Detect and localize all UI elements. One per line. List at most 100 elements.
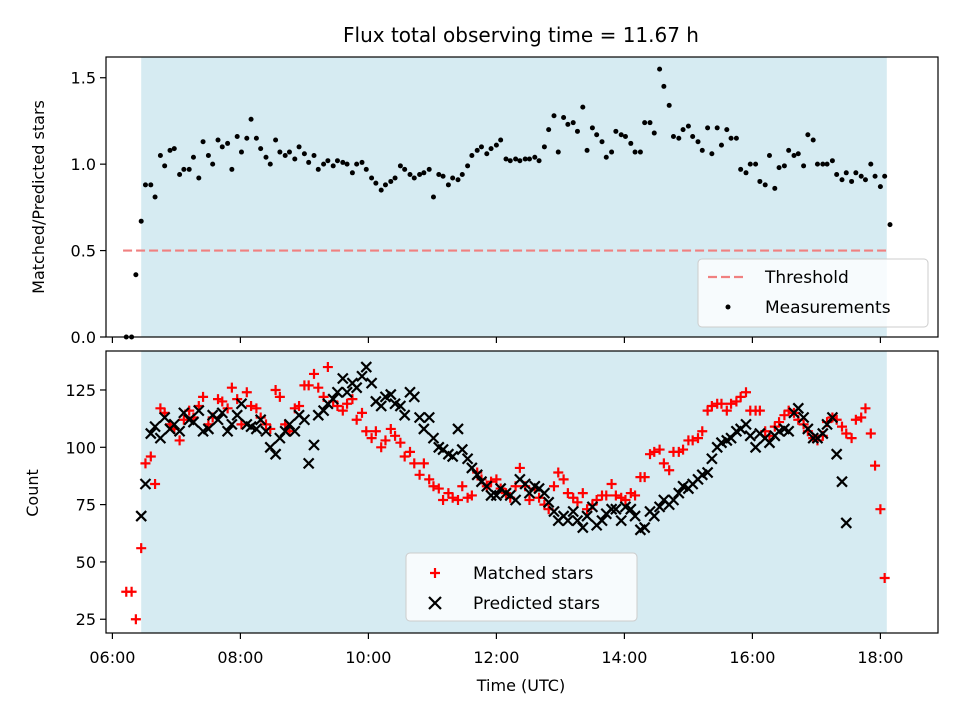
- matched-star-point: [246, 401, 257, 412]
- measurement-point: [440, 173, 446, 179]
- predicted-star-point: [542, 496, 555, 509]
- measurement-point: [210, 161, 216, 167]
- measurement-point: [853, 170, 859, 176]
- matched-star-point: [601, 490, 612, 501]
- measurement-point: [349, 170, 355, 176]
- bottom-xlabel: Time (UTC): [476, 676, 565, 695]
- measurement-point: [642, 120, 648, 126]
- predicted-star-point: [427, 432, 440, 444]
- measurement-point: [546, 127, 552, 133]
- measurement-point: [599, 139, 605, 145]
- predicted-star-point: [317, 404, 330, 417]
- legend-box: [697, 258, 929, 328]
- measurement-point: [215, 137, 221, 143]
- matched-star-point: [294, 401, 305, 412]
- measurement-point: [248, 116, 254, 122]
- measurement-point: [152, 194, 158, 200]
- x-tick-label: 14:00: [601, 648, 647, 667]
- measurement-point: [484, 151, 490, 157]
- predicted-star-point: [744, 430, 757, 442]
- measurement-point: [584, 147, 590, 153]
- measurement-point: [397, 163, 403, 169]
- matched-star-point: [241, 387, 252, 398]
- predicted-star-point: [706, 452, 718, 465]
- measurement-point: [513, 156, 519, 162]
- measurement-point: [714, 125, 720, 131]
- predicted-star-point: [792, 402, 805, 415]
- measurement-point: [680, 127, 686, 133]
- measurement-point: [690, 134, 696, 140]
- measurement-point: [498, 137, 504, 143]
- matched-star-point: [178, 414, 189, 425]
- predicted-star-point: [826, 411, 839, 424]
- measurement-point: [709, 151, 715, 157]
- legend-matched-swatch: [430, 568, 440, 578]
- measurement-point: [167, 147, 173, 153]
- y-tick-label: 75: [76, 496, 96, 515]
- matched-star-point: [850, 414, 861, 425]
- measurement-point: [157, 153, 163, 159]
- measurement-point: [229, 166, 235, 172]
- matched-star-point: [654, 444, 665, 455]
- measurement-point: [810, 137, 816, 143]
- predicted-star-point: [509, 494, 522, 506]
- measurement-point: [733, 135, 739, 141]
- measurement-point: [801, 163, 807, 169]
- predicted-star-point: [701, 466, 714, 479]
- matched-star-point: [303, 380, 314, 391]
- predicted-star-point: [279, 425, 291, 438]
- measurement-point: [301, 151, 307, 157]
- measurement-point: [517, 158, 523, 164]
- matched-star-point: [865, 428, 876, 439]
- matched-star-point: [572, 497, 583, 508]
- measurement-point: [177, 172, 183, 178]
- predicted-star-point: [327, 393, 339, 405]
- measurement-point: [263, 154, 269, 160]
- measurement-point: [657, 66, 663, 72]
- predicted-star-point: [586, 501, 599, 513]
- matched-star-point: [370, 426, 381, 437]
- measurement-point: [378, 187, 384, 193]
- matched-star-point: [697, 426, 708, 437]
- predicted-star-point: [625, 503, 637, 515]
- matched-star-point: [549, 481, 559, 492]
- measurement-point: [753, 161, 759, 167]
- measurement-point: [258, 146, 264, 152]
- legend-bottom: Matched stars Predicted stars: [405, 552, 638, 622]
- predicted-star-point: [418, 423, 430, 435]
- predicted-star-point: [337, 372, 349, 385]
- matched-star-point: [395, 437, 406, 448]
- measurement-point: [699, 147, 705, 153]
- predicted-star-point: [269, 448, 282, 460]
- bottom-ylabel: Count: [23, 469, 42, 517]
- measurement-point: [234, 134, 240, 140]
- matched-star-point: [639, 472, 650, 483]
- y-tick-label: 100: [65, 438, 96, 457]
- matched-star-point: [217, 396, 228, 407]
- measurement-point: [882, 173, 888, 179]
- measurement-point: [594, 132, 600, 138]
- measurement-point: [705, 125, 711, 131]
- matched-star-point: [174, 435, 185, 446]
- predicted-star-point: [216, 407, 229, 419]
- measurement-point: [622, 134, 628, 140]
- measurement-point: [325, 158, 331, 164]
- predicted-star-point: [802, 423, 814, 435]
- measurement-point: [877, 184, 883, 190]
- matched-star-point: [136, 543, 147, 554]
- measurement-point: [181, 166, 187, 172]
- measurement-point: [849, 178, 855, 184]
- measurement-point: [411, 175, 417, 181]
- predicted-star-point: [375, 400, 387, 412]
- measurement-point: [589, 125, 595, 131]
- matched-star-point: [385, 423, 396, 434]
- measurement-point: [526, 156, 532, 162]
- matched-star-point: [313, 382, 324, 393]
- measurement-point: [670, 134, 676, 140]
- predicted-star-point: [519, 478, 531, 490]
- matched-star-point: [606, 478, 617, 489]
- measurement-point: [186, 166, 192, 172]
- matched-star-point: [754, 405, 765, 416]
- measurement-point: [142, 182, 148, 188]
